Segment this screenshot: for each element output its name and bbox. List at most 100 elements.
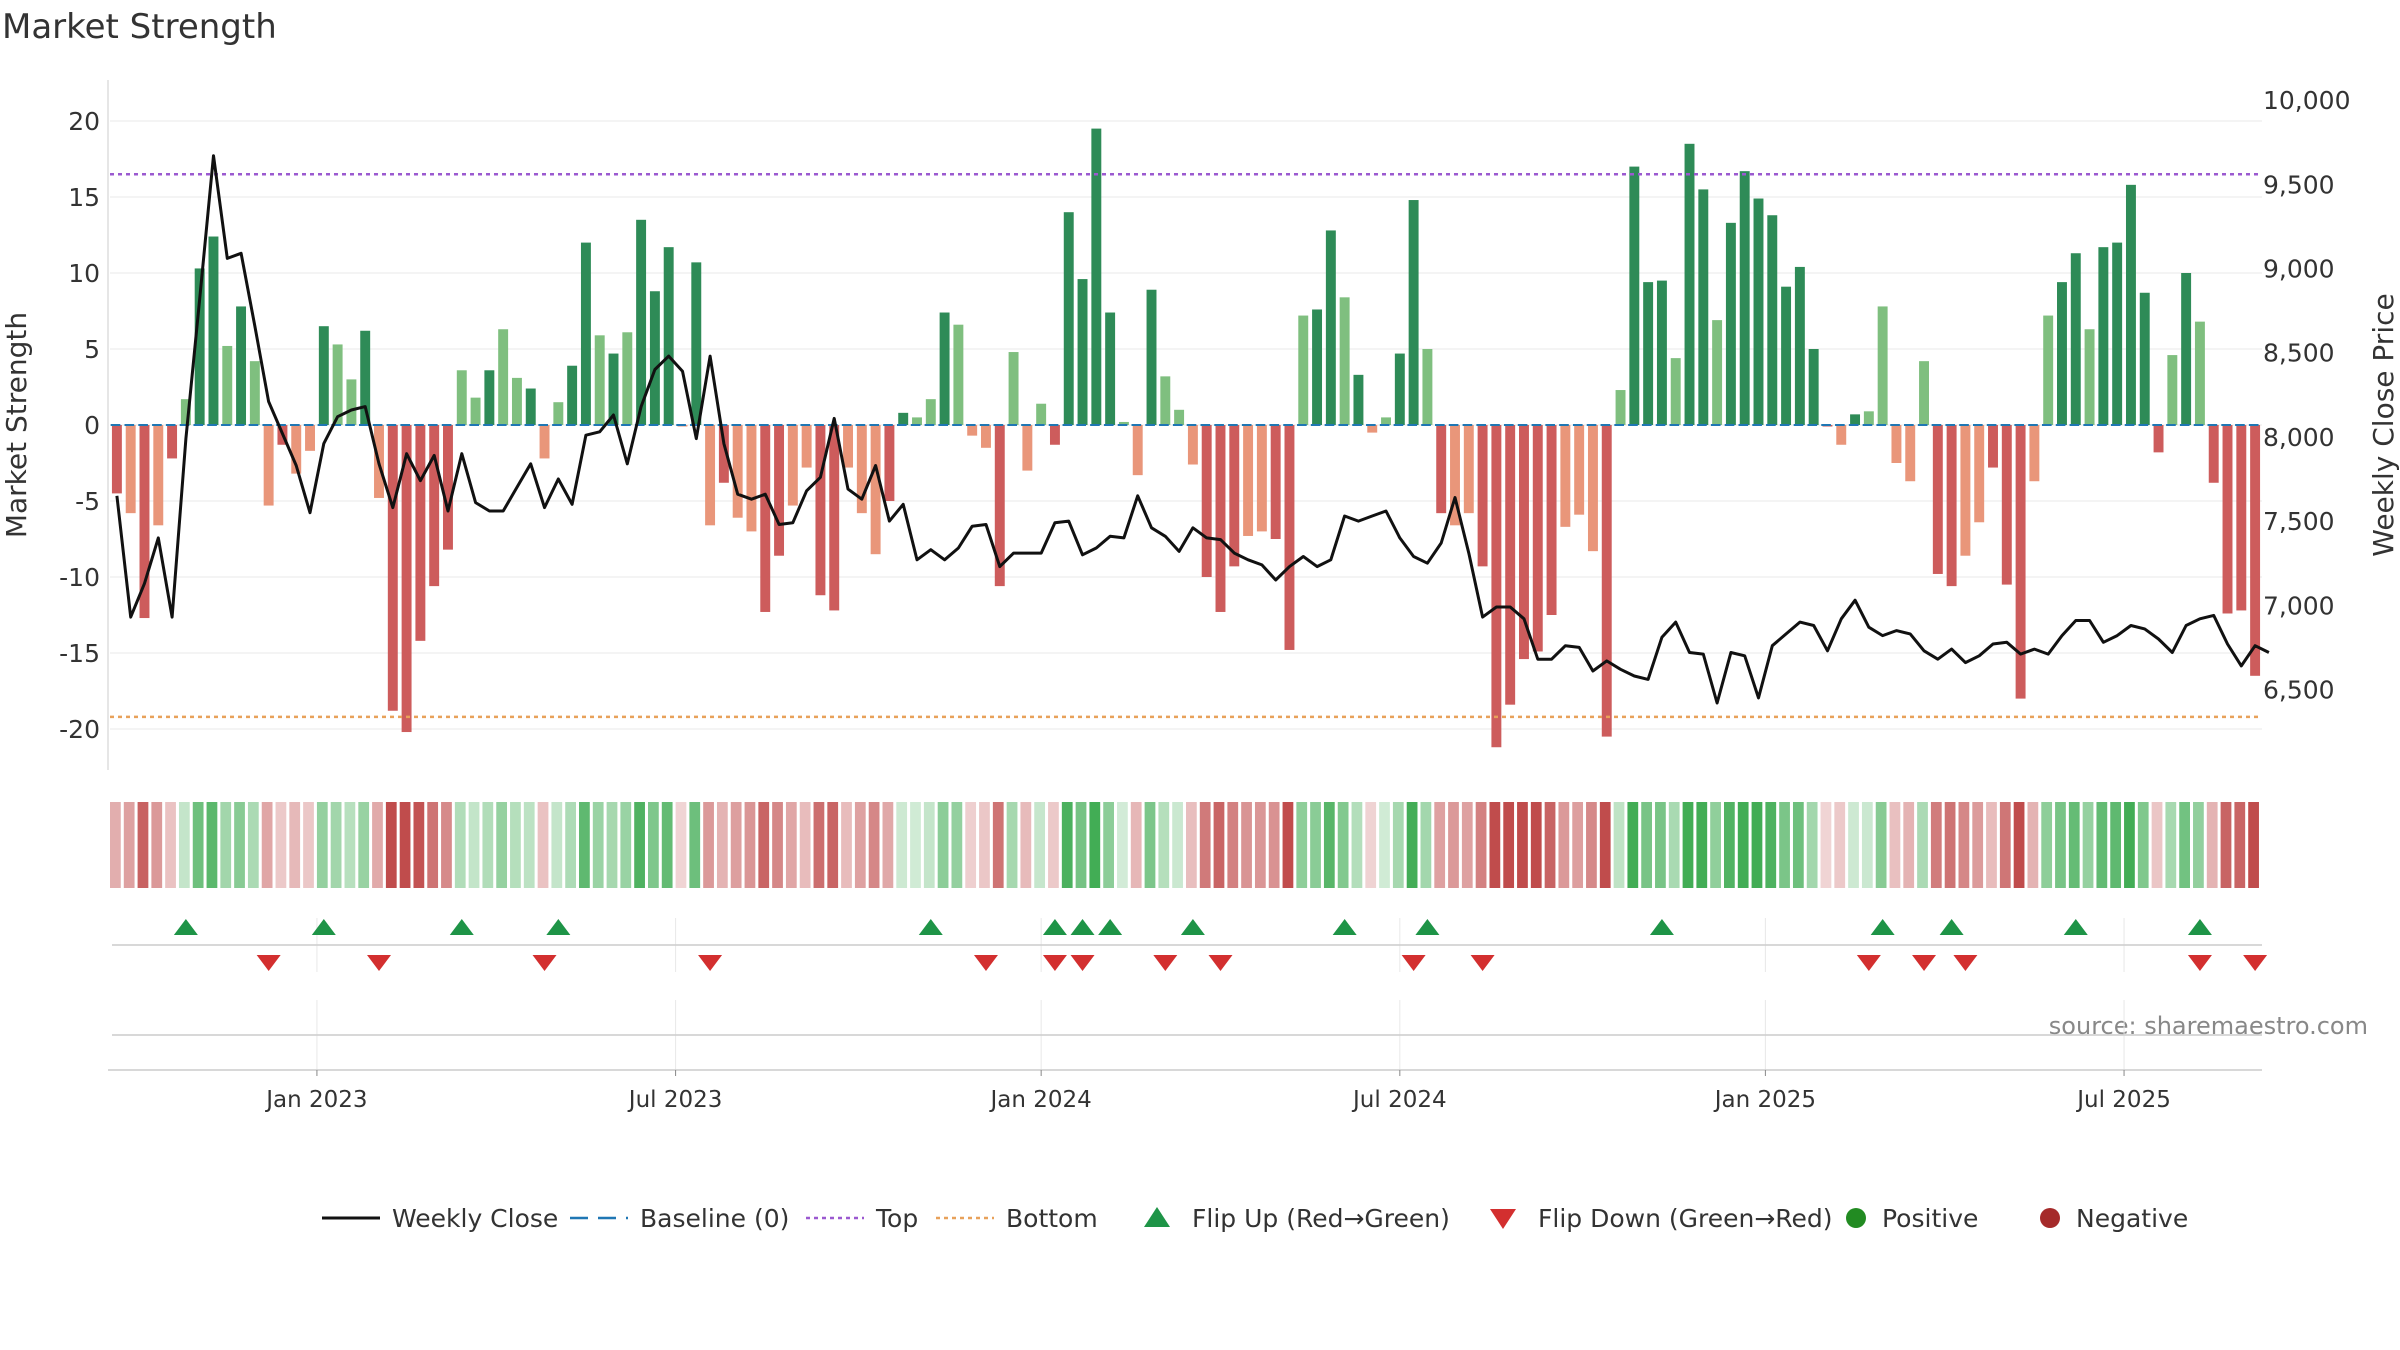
- strength-bar: [291, 425, 302, 474]
- strength-bar: [1808, 349, 1819, 425]
- heat-cell: [592, 802, 604, 888]
- heat-cell: [1834, 802, 1846, 888]
- strength-bar: [1932, 425, 1943, 574]
- strength-bar: [967, 425, 978, 436]
- heat-cell: [496, 802, 508, 888]
- heat-cell: [289, 802, 301, 888]
- strength-bar: [843, 425, 853, 468]
- strength-bar: [1008, 352, 1019, 425]
- strength-bars: [111, 128, 2261, 748]
- heat-cell: [785, 802, 797, 888]
- strength-bar: [1905, 425, 1916, 482]
- heat-cell: [468, 802, 480, 888]
- strength-bar: [981, 425, 991, 448]
- strength-bar: [553, 402, 564, 425]
- heat-cell: [1972, 802, 1984, 888]
- strength-bar: [1243, 425, 1254, 536]
- heat-cell: [1599, 802, 1611, 888]
- strength-bar: [456, 370, 467, 425]
- y2-axis-label: Weekly Close Price: [2367, 293, 2400, 556]
- heat-cell: [2179, 802, 2190, 888]
- y2-tick-label: 7,500: [2263, 507, 2335, 536]
- strength-bar: [1863, 411, 1874, 425]
- y-tick-label: 5: [84, 335, 100, 364]
- x-axis-ticks: Jan 2023 Jul 2023 Jan 2024 Jul 2024 Jan 2025…: [264, 1070, 2171, 1113]
- strength-bar: [2236, 425, 2247, 611]
- strength-bar: [1891, 425, 1902, 463]
- flip-down-marker: [1153, 955, 1178, 971]
- heat-cell: [1586, 802, 1597, 888]
- flip-up-marker: [1939, 919, 1964, 935]
- heat-cell: [1668, 802, 1680, 888]
- strength-bar: [663, 247, 674, 425]
- y-tick-label: -5: [75, 487, 100, 516]
- heat-cell: [137, 802, 149, 888]
- strength-bar: [760, 425, 771, 612]
- strength-bar: [1201, 425, 1212, 577]
- strength-bar: [470, 397, 481, 425]
- strength-bar: [1712, 320, 1723, 425]
- heat-cell: [2068, 802, 2080, 888]
- strength-bar: [1422, 349, 1433, 425]
- heat-cell: [1544, 802, 1556, 888]
- strength-bar: [511, 377, 522, 425]
- heat-cell: [1875, 802, 1887, 888]
- legend-label: Top: [875, 1204, 918, 1233]
- heat-cell: [1144, 802, 1156, 888]
- heat-cell: [1075, 802, 1087, 888]
- legend-label: Flip Up (Red→Green): [1192, 1204, 1450, 1233]
- strength-bar: [1477, 425, 1488, 567]
- strength-bar: [1519, 425, 1529, 660]
- strength-bar: [1739, 171, 1750, 425]
- strength-bar: [705, 425, 716, 526]
- y-axis-label: Market Strength: [0, 312, 33, 538]
- heat-cell: [772, 802, 783, 888]
- strength-bar: [1436, 425, 1447, 514]
- strength-bar: [1794, 266, 1805, 425]
- heat-cell: [344, 802, 356, 888]
- strength-bar: [608, 353, 619, 425]
- heat-cell: [1958, 802, 1970, 888]
- strength-bar: [815, 425, 826, 596]
- strength-bar: [1256, 425, 1267, 532]
- strength-bar: [1656, 280, 1667, 425]
- heat-cell: [2124, 802, 2135, 888]
- heat-cell: [744, 802, 756, 888]
- heat-cell: [951, 802, 963, 888]
- strength-bar: [415, 425, 426, 641]
- heat-cell: [1199, 802, 1211, 888]
- heat-cell: [1765, 802, 1777, 888]
- heat-cell: [1655, 802, 1666, 888]
- strength-bar: [1629, 166, 1640, 425]
- flip-up-marker: [1870, 919, 1895, 935]
- heat-cell: [1503, 802, 1515, 888]
- heat-cell: [1737, 802, 1749, 888]
- x-tick-label: Jan 2025: [1713, 1087, 1816, 1113]
- heat-cell: [1241, 802, 1252, 888]
- heat-cell: [206, 802, 218, 888]
- heat-cell: [661, 802, 673, 888]
- strength-bar: [732, 425, 743, 518]
- heat-cell: [841, 802, 852, 888]
- strength-bar: [594, 335, 605, 425]
- strength-bar: [884, 425, 895, 501]
- strength-bar: [111, 425, 122, 494]
- flip-down-marker: [367, 955, 391, 971]
- heat-cell: [385, 802, 397, 888]
- strength-bar: [1450, 425, 1460, 526]
- strength-bar: [2250, 425, 2261, 676]
- heat-cell: [2082, 802, 2094, 888]
- strength-bar: [167, 425, 178, 459]
- flip-down-marker: [1208, 955, 1233, 971]
- strength-bar: [1615, 390, 1626, 425]
- y2-tick-label: 7,000: [2263, 591, 2335, 620]
- flip-down-marker: [1856, 955, 1881, 971]
- flip-up-marker: [1649, 919, 1674, 935]
- heat-cell: [1034, 802, 1046, 888]
- heat-cell: [689, 802, 701, 888]
- heat-cell: [565, 802, 576, 888]
- strength-bar: [1270, 425, 1281, 539]
- strength-bar: [649, 291, 660, 425]
- flip-up-marker: [173, 919, 198, 935]
- legend: Weekly Close Baseline (0) Top Bottom Flip Up…: [322, 1204, 2188, 1233]
